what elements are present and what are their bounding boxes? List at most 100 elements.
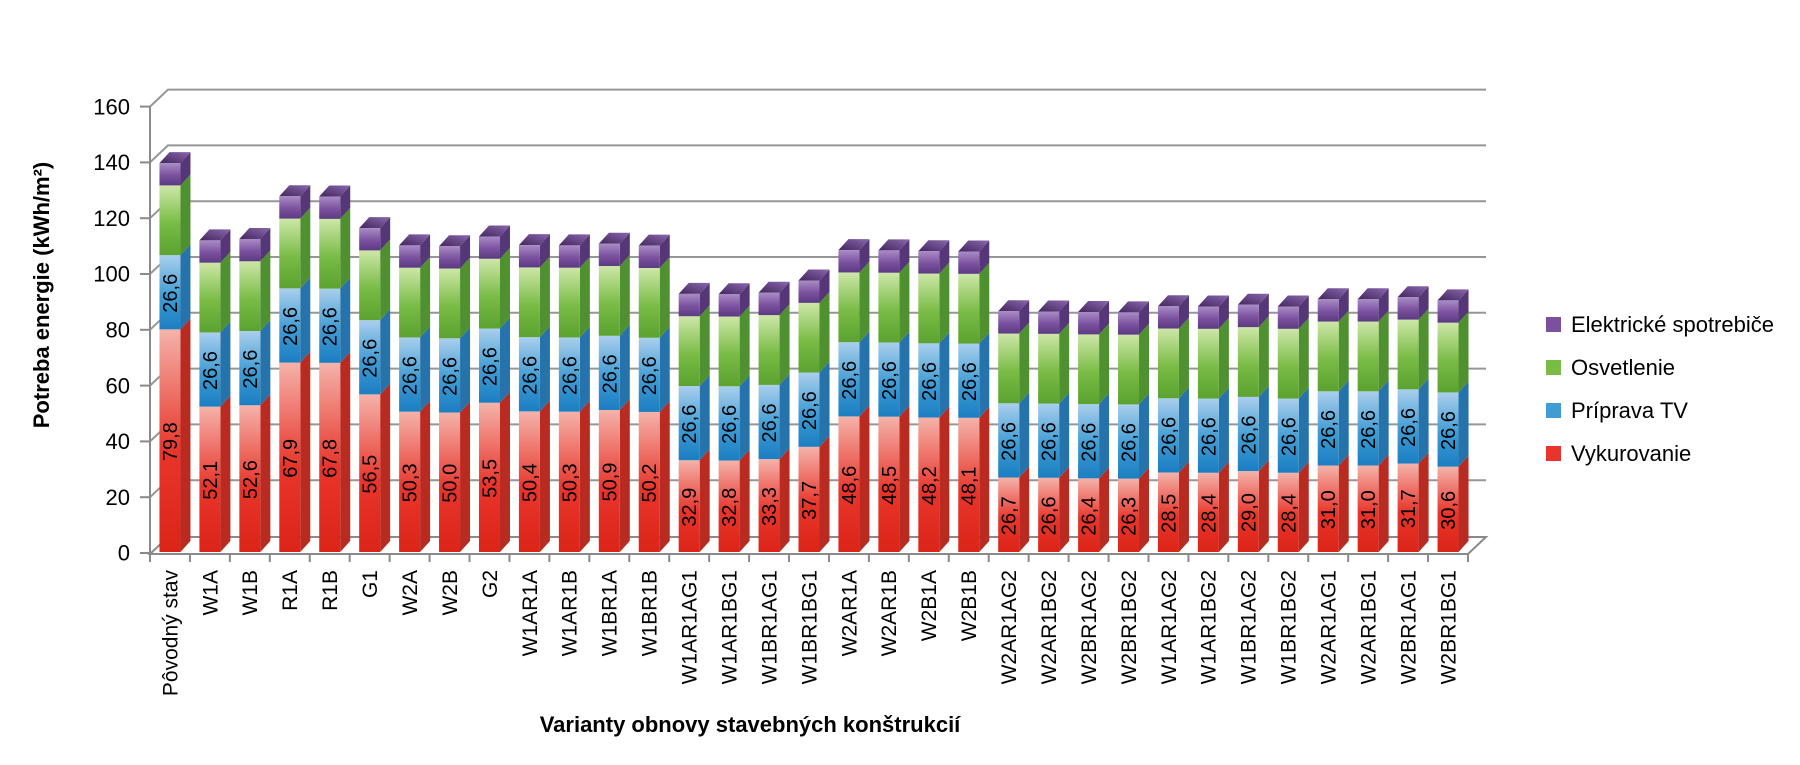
- x-category-label: W2BR1AG2: [1078, 570, 1101, 684]
- bar-segment-side: [939, 406, 950, 552]
- bar-value-label: 33,3: [759, 487, 781, 526]
- bar: 67,8 26,6: [319, 185, 351, 552]
- bar-segment-vykurovanie: [1078, 478, 1100, 552]
- bar-value-label: 30,6: [1438, 491, 1460, 530]
- bar-segment-vykurovanie: [319, 362, 341, 552]
- bar-segment-top: [638, 234, 670, 246]
- bar-value-label: 26,3: [1119, 497, 1141, 536]
- bar-value-label: 50,2: [639, 464, 661, 503]
- bar: 30,6 26,6: [1437, 289, 1469, 552]
- bar-segment-side: [1338, 454, 1349, 552]
- bar-segment-side: [340, 277, 351, 363]
- x-category-label: W2BR1BG2: [1118, 570, 1141, 684]
- bar-segment-side: [619, 232, 630, 267]
- bar-segment-side: [779, 304, 790, 385]
- bar-value-label: 26,6: [679, 405, 701, 444]
- bar-value-label: 26,6: [1158, 417, 1180, 456]
- bar-segment-top: [558, 234, 590, 246]
- bar-value-label: 50,9: [599, 463, 621, 502]
- bar-value-label: 26,6: [959, 362, 981, 401]
- bar-value-label: 48,2: [919, 466, 941, 505]
- bar-segment-side: [1218, 387, 1229, 473]
- bar-segment-vykurovanie: [918, 417, 940, 552]
- bar-segment-elektricke-spotrebice: [1197, 306, 1219, 329]
- bar-segment-osvetlenie: [1357, 321, 1379, 392]
- bar-segment-top: [1357, 288, 1389, 300]
- bar-segment-vykurovanie: [638, 411, 660, 552]
- bar-segment-osvetlenie: [958, 273, 980, 344]
- bar-segment-elektricke-spotrebice: [1118, 312, 1140, 335]
- bar-segment-side: [1418, 286, 1429, 320]
- bar: 48,5 26,6: [878, 239, 910, 552]
- bar-segment-side: [300, 207, 311, 289]
- bar-segment-side: [300, 351, 311, 552]
- bar-segment-side: [819, 269, 830, 303]
- bar-segment-side: [539, 400, 550, 552]
- bar: 56,5 26,6: [359, 217, 391, 552]
- bar-segment-side: [1019, 300, 1030, 334]
- bar-segment-priprava-tv: [958, 343, 980, 418]
- bar-value-label: 26,6: [320, 307, 342, 346]
- bar-segment-priprava-tv: [1118, 404, 1140, 479]
- x-axis-title: Varianty obnovy stavebných konštrukcií: [539, 712, 961, 737]
- bar: 67,9 26,6: [279, 185, 311, 552]
- x-category-label: W1AR1BG1: [718, 570, 741, 684]
- bar-segment-side: [819, 361, 830, 447]
- bar-segment-vykurovanie: [1118, 478, 1140, 552]
- bar-value-label: 26,6: [479, 347, 501, 386]
- x-category-label: W1AR1BG2: [1198, 570, 1221, 684]
- bar-segment-side: [1458, 289, 1469, 323]
- bar-segment-vykurovanie: [279, 362, 301, 552]
- bar-segment-top: [1038, 300, 1070, 312]
- bar-segment-priprava-tv: [1078, 404, 1100, 479]
- x-category-label: W1AR1A: [519, 570, 542, 656]
- bar-value-label: 26,6: [200, 351, 222, 390]
- bar-segment-osvetlenie: [279, 218, 301, 289]
- bar-segment-priprava-tv: [638, 337, 660, 412]
- bar-segment-priprava-tv: [1437, 392, 1459, 467]
- bar-segment-top: [239, 227, 271, 239]
- bar-segment-side: [340, 351, 351, 552]
- bar-segment-priprava-tv: [279, 288, 301, 363]
- x-category-label: W2B1B: [958, 570, 981, 641]
- bar-segment-side: [699, 305, 710, 386]
- bar-segment-top: [1197, 295, 1229, 307]
- bar-segment-side: [1178, 387, 1189, 473]
- bar-segment-top: [319, 185, 351, 197]
- bar-segment-side: [1218, 317, 1229, 399]
- bar-segment-vykurovanie: [159, 329, 181, 552]
- bar-segment-side: [380, 239, 391, 321]
- bar-segment-priprava-tv: [598, 335, 620, 410]
- bar: 31,0 26,6: [1357, 288, 1389, 552]
- bar-segment-priprava-tv: [918, 343, 940, 418]
- bar-value-label: 26,6: [799, 391, 821, 430]
- bar-segment-side: [1099, 393, 1110, 479]
- bar-segment-side: [979, 262, 990, 344]
- bar-segment-top: [478, 225, 510, 237]
- bar-value-label: 26,6: [999, 422, 1021, 461]
- bar-segment-side: [1458, 381, 1469, 467]
- bar-segment-side: [1418, 378, 1429, 464]
- bar-value-label: 26,6: [240, 350, 262, 389]
- bar-segment-top: [918, 240, 950, 252]
- bar-value-label: 26,6: [1398, 408, 1420, 447]
- bar-segment-side: [539, 326, 550, 412]
- bar: 50,4 26,6: [518, 234, 550, 552]
- bar-segment-side: [420, 234, 431, 268]
- bar: 50,9 26,6: [598, 232, 630, 552]
- bar-segment-osvetlenie: [239, 261, 261, 332]
- bar-value-label: 28,4: [1278, 494, 1300, 533]
- bar-segment-top: [279, 185, 311, 197]
- bar-value-label: 26,6: [160, 274, 182, 313]
- bar-segment-side: [380, 383, 391, 552]
- bar-segment-elektricke-spotrebice: [638, 245, 660, 268]
- bar-segment-side: [1099, 467, 1110, 552]
- bar-segment-elektricke-spotrebice: [1397, 297, 1419, 320]
- bar-segment-osvetlenie: [1197, 328, 1219, 399]
- bar-value-label: 26,6: [639, 356, 661, 395]
- bar-segment-priprava-tv: [1237, 396, 1259, 472]
- bar-segment-top: [399, 234, 431, 246]
- bar-segment-side: [979, 240, 990, 274]
- legend-item: Osvetlenie: [1546, 346, 1774, 389]
- bar-segment-side: [180, 318, 191, 552]
